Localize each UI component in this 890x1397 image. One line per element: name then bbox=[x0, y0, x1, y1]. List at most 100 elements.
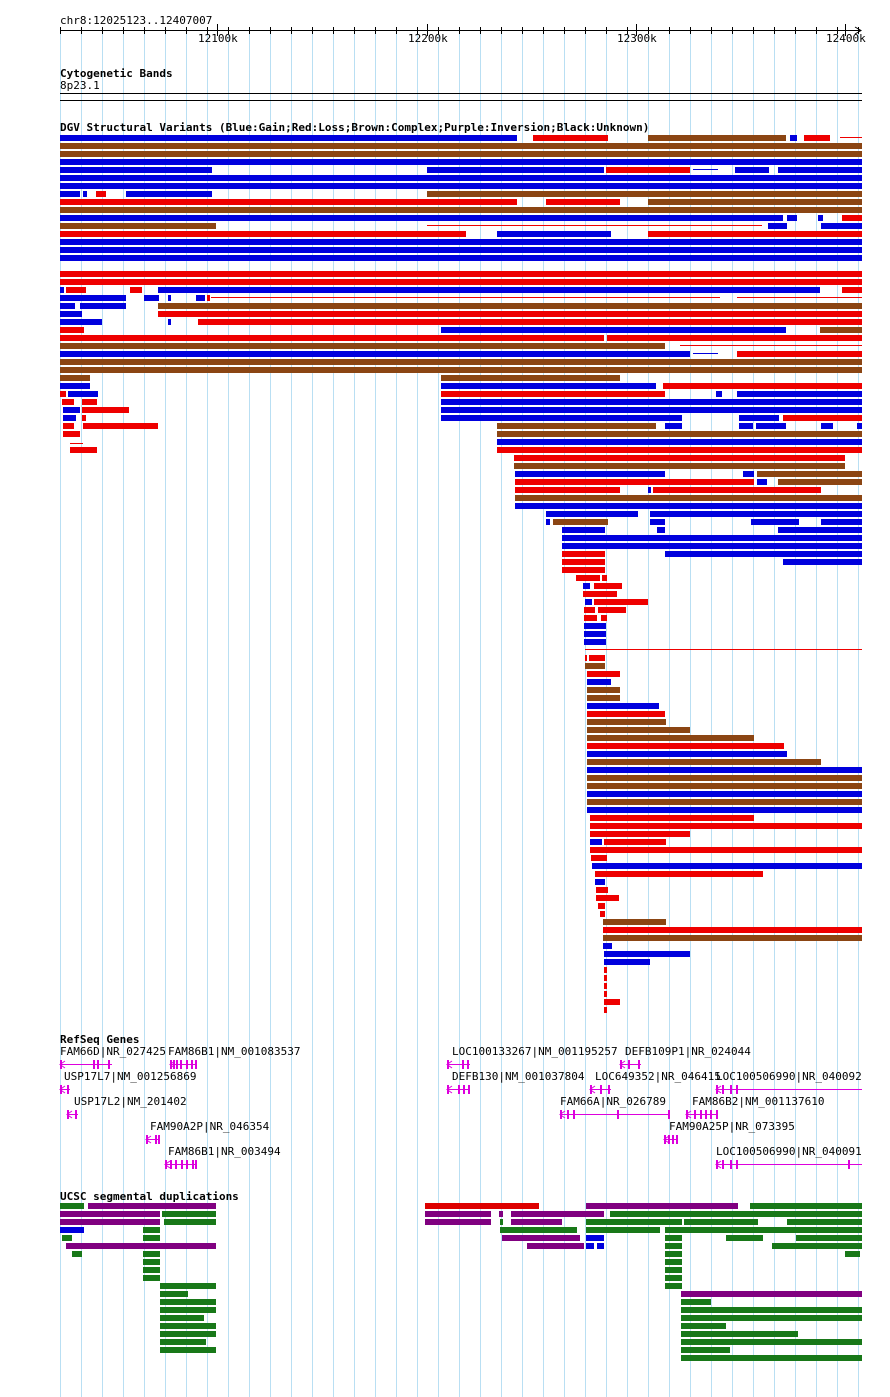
dgv-variant[interactable] bbox=[427, 191, 862, 197]
segdup-feature[interactable] bbox=[681, 1291, 862, 1297]
dgv-variant[interactable] bbox=[60, 231, 466, 237]
dgv-variant[interactable] bbox=[594, 583, 622, 589]
dgv-variant[interactable] bbox=[584, 615, 597, 621]
segdup-feature[interactable] bbox=[772, 1243, 862, 1249]
dgv-variant[interactable] bbox=[96, 191, 106, 197]
dgv-variant[interactable] bbox=[589, 655, 605, 661]
dgv-variant[interactable] bbox=[82, 407, 129, 413]
dgv-variant[interactable] bbox=[441, 407, 862, 413]
dgv-variant[interactable] bbox=[60, 327, 84, 333]
dgv-variant[interactable] bbox=[562, 559, 605, 565]
segdup-feature[interactable] bbox=[586, 1235, 604, 1241]
dgv-variant[interactable] bbox=[592, 863, 862, 869]
dgv-variant[interactable] bbox=[783, 559, 862, 565]
dgv-variant[interactable] bbox=[60, 375, 90, 381]
dgv-variant[interactable] bbox=[648, 199, 862, 205]
dgv-variant[interactable] bbox=[598, 607, 626, 613]
dgv-variant[interactable] bbox=[587, 695, 620, 701]
dgv-variant[interactable] bbox=[63, 423, 74, 429]
segdup-feature[interactable] bbox=[425, 1211, 491, 1217]
dgv-variant[interactable] bbox=[818, 215, 823, 221]
dgv-variant[interactable] bbox=[594, 599, 648, 605]
dgv-variant[interactable] bbox=[590, 831, 690, 837]
dgv-variant[interactable] bbox=[60, 247, 862, 253]
dgv-variant[interactable] bbox=[663, 383, 862, 389]
segdup-feature[interactable] bbox=[72, 1251, 82, 1257]
dgv-variant[interactable] bbox=[842, 215, 862, 221]
dgv-variant[interactable] bbox=[607, 335, 862, 341]
dgv-variant[interactable] bbox=[562, 567, 605, 573]
gene-exon[interactable] bbox=[158, 1135, 160, 1144]
dgv-variant[interactable] bbox=[441, 327, 786, 333]
dgv-variant[interactable] bbox=[790, 135, 797, 141]
dgv-variant[interactable] bbox=[604, 959, 650, 965]
dgv-variant[interactable] bbox=[60, 351, 690, 357]
gene-label[interactable]: FAM86B1|NM_001083537 bbox=[168, 1045, 301, 1058]
dgv-variant[interactable] bbox=[603, 927, 862, 933]
dgv-variant[interactable] bbox=[68, 391, 98, 397]
gene-exon[interactable] bbox=[608, 1085, 610, 1094]
dgv-variant[interactable] bbox=[584, 631, 606, 637]
dgv-variant[interactable] bbox=[757, 479, 767, 485]
gene-exon[interactable] bbox=[620, 1060, 622, 1069]
dgv-variant[interactable] bbox=[587, 775, 862, 781]
gene-label[interactable]: FAM90A2P|NR_046354 bbox=[150, 1120, 270, 1133]
dgv-variant[interactable] bbox=[604, 975, 607, 981]
dgv-variant[interactable] bbox=[497, 439, 862, 445]
gene-exon[interactable] bbox=[710, 1110, 712, 1119]
dgv-variant[interactable] bbox=[665, 423, 682, 429]
segdup-feature[interactable] bbox=[665, 1251, 682, 1257]
gene-label[interactable]: FAM86B2|NM_001137610 bbox=[692, 1095, 825, 1108]
dgv-variant[interactable] bbox=[821, 519, 862, 525]
gene-exon[interactable] bbox=[590, 1085, 592, 1094]
segdup-feature[interactable] bbox=[160, 1283, 216, 1289]
segdup-feature[interactable] bbox=[665, 1275, 682, 1281]
segdup-feature[interactable] bbox=[160, 1347, 216, 1353]
gene-exon[interactable] bbox=[694, 1110, 696, 1119]
gene-exon[interactable] bbox=[108, 1060, 110, 1069]
dgv-variant[interactable] bbox=[60, 311, 82, 317]
segdup-feature[interactable] bbox=[665, 1235, 682, 1241]
gene-exon[interactable] bbox=[191, 1060, 193, 1069]
gene-exon[interactable] bbox=[676, 1135, 678, 1144]
segdup-feature[interactable] bbox=[60, 1227, 84, 1233]
gene-exon[interactable] bbox=[181, 1160, 183, 1169]
gene-exon[interactable] bbox=[173, 1060, 175, 1069]
dgv-variant[interactable] bbox=[60, 335, 604, 341]
dgv-variant[interactable] bbox=[60, 151, 862, 157]
gene-label[interactable]: DEFB130|NM_001037804 bbox=[452, 1070, 585, 1083]
gene-exon[interactable] bbox=[170, 1160, 172, 1169]
dgv-variant[interactable] bbox=[591, 855, 607, 861]
segdup-feature[interactable] bbox=[500, 1227, 577, 1233]
dgv-variant[interactable] bbox=[60, 255, 862, 261]
dgv-variant[interactable] bbox=[533, 135, 608, 141]
dgv-variant[interactable] bbox=[587, 727, 690, 733]
dgv-variant[interactable] bbox=[198, 319, 862, 325]
dgv-variant[interactable] bbox=[83, 423, 158, 429]
dgv-variant[interactable] bbox=[515, 503, 862, 509]
gene-exon[interactable] bbox=[195, 1160, 197, 1169]
dgv-variant[interactable] bbox=[821, 423, 833, 429]
dgv-variant[interactable] bbox=[804, 135, 830, 141]
gene-exon[interactable] bbox=[730, 1085, 732, 1094]
gene-label[interactable]: USP17L7|NM_001256869 bbox=[64, 1070, 197, 1083]
dgv-variant[interactable] bbox=[587, 759, 821, 765]
dgv-variant[interactable] bbox=[497, 231, 611, 237]
dgv-variant[interactable] bbox=[562, 543, 862, 549]
dgv-variant[interactable] bbox=[562, 551, 605, 557]
segdup-feature[interactable] bbox=[143, 1251, 160, 1257]
gene-label[interactable]: FAM66D|NR_027425 bbox=[60, 1045, 166, 1058]
gene-exon[interactable] bbox=[736, 1085, 738, 1094]
dgv-variant[interactable] bbox=[590, 847, 862, 853]
dgv-variant[interactable] bbox=[653, 487, 821, 493]
dgv-variant[interactable] bbox=[650, 511, 862, 517]
segdup-feature[interactable] bbox=[681, 1331, 798, 1337]
dgv-variant[interactable] bbox=[587, 799, 862, 805]
gene-label[interactable]: LOC100506990|NR_040091 bbox=[716, 1145, 862, 1158]
dgv-variant[interactable] bbox=[587, 743, 784, 749]
dgv-variant[interactable] bbox=[650, 519, 665, 525]
dgv-variant[interactable] bbox=[60, 167, 212, 173]
dgv-variant[interactable] bbox=[604, 967, 607, 973]
dgv-variant[interactable] bbox=[604, 951, 690, 957]
dgv-variant[interactable] bbox=[562, 535, 862, 541]
